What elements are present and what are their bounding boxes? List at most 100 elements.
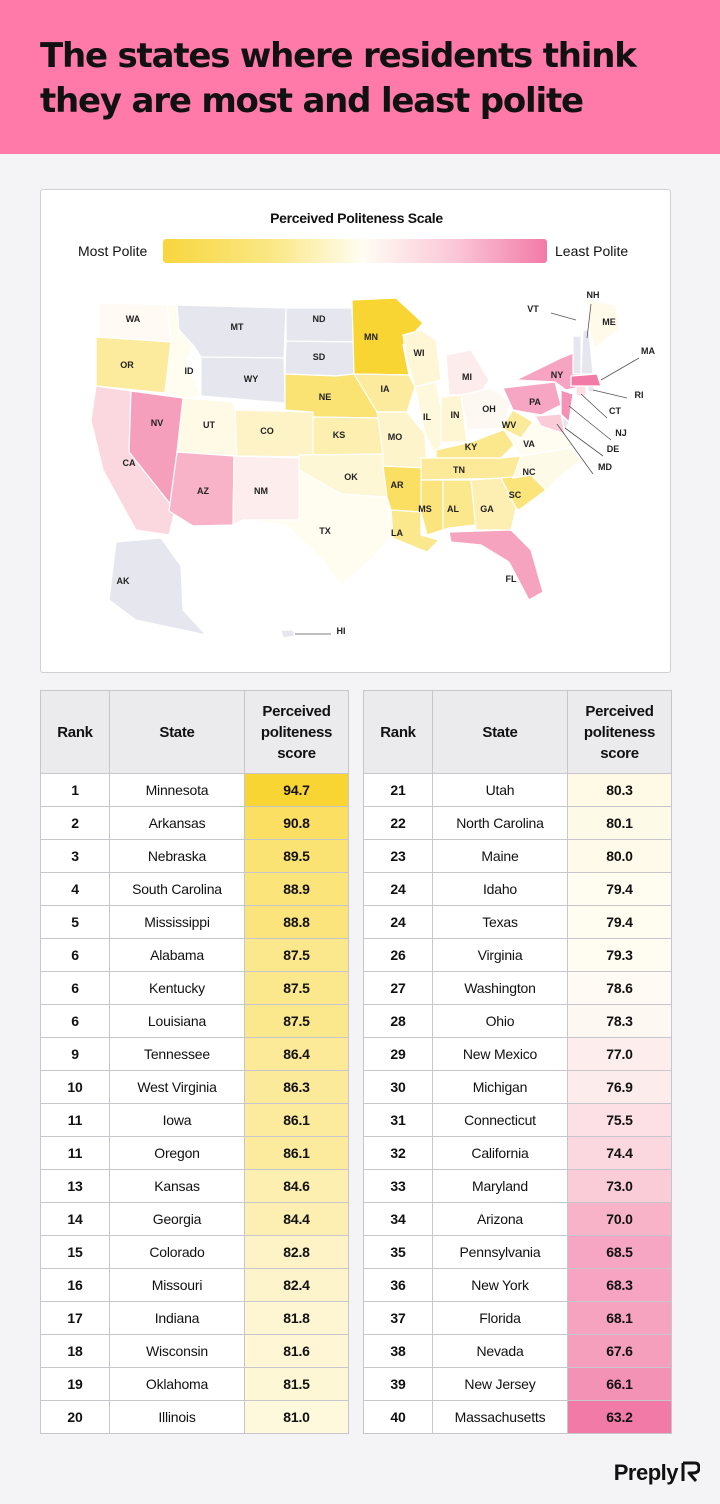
score-cell: 74.4 [567, 1136, 672, 1170]
rank-cell: 38 [363, 1334, 433, 1368]
state-cell: Illinois [109, 1400, 245, 1434]
table-row: 24 Idaho 79.4 [363, 872, 672, 906]
score-cell: 87.5 [244, 1004, 349, 1038]
state-shape-md [533, 413, 566, 435]
state-label-il: IL [423, 412, 432, 422]
state-shape-ms [420, 479, 444, 536]
leader-line-nj [568, 405, 612, 441]
state-label-ut: UT [203, 420, 215, 430]
state-label-or: OR [120, 360, 134, 370]
state-cell: New Jersey [432, 1367, 568, 1401]
table-row: 36 New York 68.3 [363, 1268, 672, 1302]
state-label-nh: NH [587, 290, 600, 300]
rank-cell: 36 [363, 1268, 433, 1302]
table-row: 19 Oklahoma 81.5 [40, 1367, 349, 1401]
state-cell: Iowa [109, 1103, 245, 1137]
table-row: 18 Wisconsin 81.6 [40, 1334, 349, 1368]
score-cell: 68.3 [567, 1268, 672, 1302]
rank-cell: 18 [40, 1334, 110, 1368]
score-cell: 81.8 [244, 1301, 349, 1335]
state-cell: New Mexico [432, 1037, 568, 1071]
score-cell: 78.3 [567, 1004, 672, 1038]
state-shape-me [588, 299, 620, 349]
state-shape-co [234, 409, 314, 458]
state-cell: Mississippi [109, 905, 245, 939]
state-cell: Tennessee [109, 1037, 245, 1071]
table-row: 34 Arizona 70.0 [363, 1202, 672, 1236]
score-cell: 75.5 [567, 1103, 672, 1137]
rank-cell: 24 [363, 905, 433, 939]
score-cell: 68.1 [567, 1301, 672, 1335]
state-cell: New York [432, 1268, 568, 1302]
table-row: 1 Minnesota 94.7 [40, 773, 349, 807]
state-shape-mi [445, 349, 490, 396]
score-cell: 73.0 [567, 1169, 672, 1203]
leader-line-ma [600, 357, 640, 381]
state-shape-fl [448, 529, 544, 601]
table-row: 10 West Virginia 86.3 [40, 1070, 349, 1104]
rank-cell: 6 [40, 1004, 110, 1038]
state-shape-az [168, 451, 235, 527]
rank-cell: 5 [40, 905, 110, 939]
state-shape-pa [502, 381, 562, 416]
state-label-mn: MN [364, 332, 378, 342]
state-cell: Kentucky [109, 971, 245, 1005]
score-cell: 70.0 [567, 1202, 672, 1236]
rank-cell: 11 [40, 1136, 110, 1170]
state-label-ks: KS [333, 430, 346, 440]
state-cell: Texas [432, 905, 568, 939]
score-cell: 90.8 [244, 806, 349, 840]
rank-cell: 23 [363, 839, 433, 873]
state-cell: Colorado [109, 1235, 245, 1269]
rank-cell: 2 [40, 806, 110, 840]
state-label-sc: SC [509, 490, 522, 500]
score-cell: 86.1 [244, 1136, 349, 1170]
table-row: 11 Iowa 86.1 [40, 1103, 349, 1137]
state-cell: North Carolina [432, 806, 568, 840]
rank-header: Rank [363, 690, 433, 774]
rank-cell: 10 [40, 1070, 110, 1104]
score-cell: 80.0 [567, 839, 672, 873]
state-shape-nh [580, 329, 594, 375]
state-cell: Michigan [432, 1070, 568, 1104]
state-shape-tn [420, 455, 522, 481]
state-cell: Nebraska [109, 839, 245, 873]
leader-line-md [556, 423, 594, 475]
state-label-ca: CA [123, 458, 136, 468]
state-cell: Oklahoma [109, 1367, 245, 1401]
table-row: 16 Missouri 82.4 [40, 1268, 349, 1302]
leader-line-ri [592, 389, 628, 399]
state-label-la: LA [391, 528, 403, 538]
rank-cell: 20 [40, 1400, 110, 1434]
state-label-mo: MO [388, 432, 403, 442]
state-label-vt: VT [527, 304, 539, 314]
state-label-ak: AK [117, 576, 130, 586]
score-cell: 88.9 [244, 872, 349, 906]
score-cell: 86.4 [244, 1037, 349, 1071]
state-shape-hi [280, 629, 296, 639]
state-label-nm: NM [254, 486, 268, 496]
score-cell: 81.6 [244, 1334, 349, 1368]
score-header-line: politeness [260, 723, 333, 741]
table-row: 39 New Jersey 66.1 [363, 1367, 672, 1401]
score-cell: 82.4 [244, 1268, 349, 1302]
score-cell: 81.0 [244, 1400, 349, 1434]
score-cell: 87.5 [244, 938, 349, 972]
state-label-de: DE [607, 444, 620, 454]
rank-cell: 30 [363, 1070, 433, 1104]
rank-cell: 22 [363, 806, 433, 840]
table-row: 6 Kentucky 87.5 [40, 971, 349, 1005]
state-label-oh: OH [482, 404, 496, 414]
state-label-nj: NJ [615, 428, 627, 438]
state-label-pa: PA [529, 397, 541, 407]
rank-cell: 14 [40, 1202, 110, 1236]
score-cell: 77.0 [567, 1037, 672, 1071]
score-header-line: politeness [583, 723, 656, 741]
rank-cell: 24 [363, 872, 433, 906]
table-row: 9 Tennessee 86.4 [40, 1037, 349, 1071]
rank-cell: 15 [40, 1235, 110, 1269]
state-label-al: AL [447, 504, 459, 514]
state-cell: Maine [432, 839, 568, 873]
state-label-wv: WV [502, 420, 517, 430]
